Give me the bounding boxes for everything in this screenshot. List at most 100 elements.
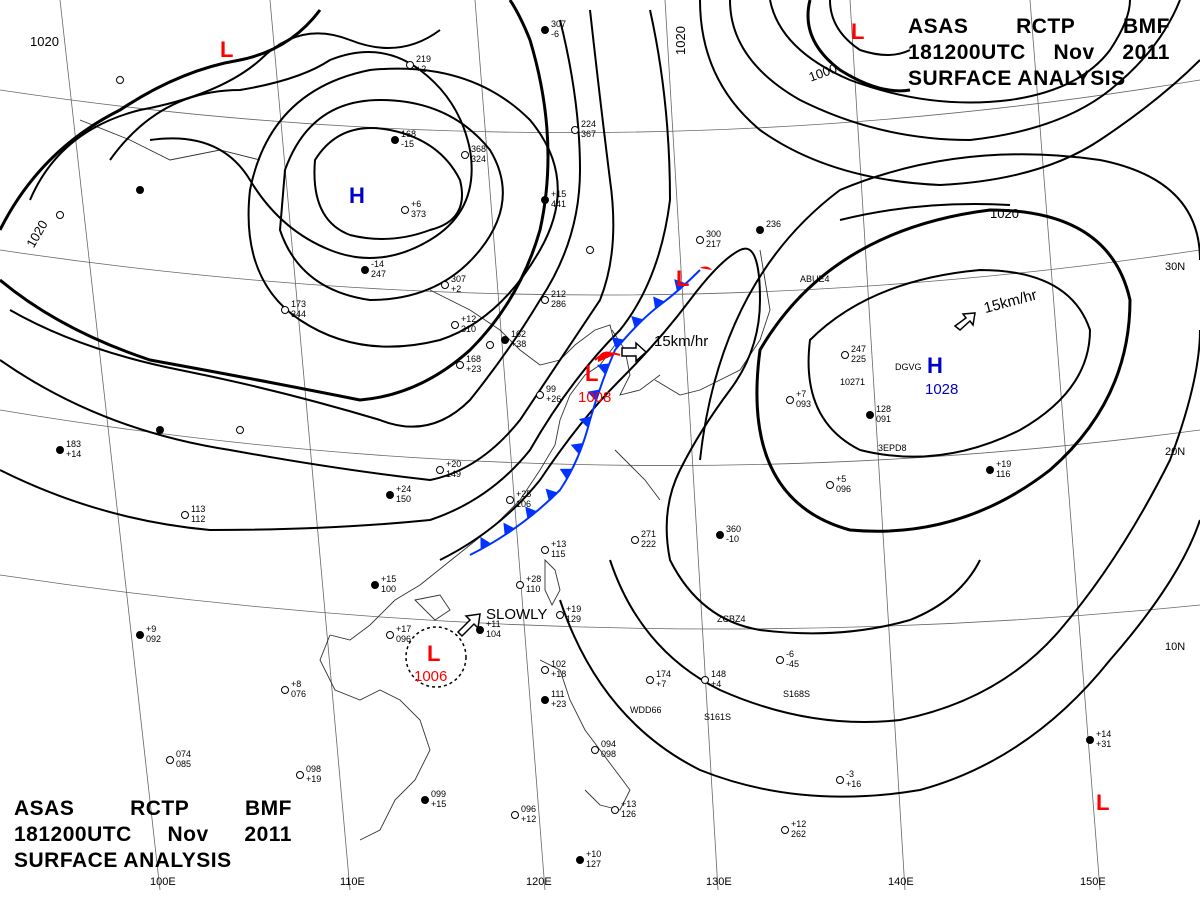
agency-code: BMF [245, 797, 292, 820]
station-value: +23 [466, 364, 481, 374]
cold-front-tooth [570, 443, 584, 455]
station-value: +8 [291, 679, 301, 689]
station-value: +13 [621, 799, 636, 809]
station-code: WDD66 [630, 705, 662, 715]
isobar-west-band-4 [0, 0, 550, 402]
station-value: 098 [601, 749, 616, 759]
longitude-label: 130E [706, 876, 732, 888]
station-value: +19 [996, 459, 1011, 469]
warm-front-bump [597, 351, 614, 362]
station-value: 324 [471, 154, 486, 164]
cold-front-tooth [503, 522, 515, 536]
cold-front-tooth [480, 536, 492, 550]
agency-code: ASAS [908, 15, 969, 38]
header-time-row: 181200UTC Nov 2011 [908, 40, 1170, 66]
station-value: 271 [641, 529, 656, 539]
station-marker [386, 491, 394, 499]
station-value: 360 [726, 524, 741, 534]
isobar-pacific-h-1 [807, 268, 1092, 458]
parallel-20n [0, 409, 1200, 466]
station-value: +17 [396, 624, 411, 634]
station-marker [56, 446, 64, 454]
station-value: -3 [846, 769, 854, 779]
low-pressure-center: L [220, 37, 233, 62]
station-value: 247 [851, 344, 866, 354]
station-marker [776, 656, 784, 664]
station-marker [541, 196, 549, 204]
station-value: 110 [526, 584, 540, 594]
station-value: 099 [431, 789, 446, 799]
isobar-pacific-h-4 [609, 329, 1200, 723]
station-value: 162 [511, 329, 526, 339]
station-value: +12 [521, 814, 536, 824]
station-value: 150 [396, 494, 411, 504]
station-value: 236 [766, 219, 781, 229]
station-marker [541, 296, 549, 304]
cold-front [469, 269, 701, 556]
isobar-front-trough [439, 247, 981, 635]
station-value: +12 [791, 819, 806, 829]
station-marker [556, 611, 564, 619]
isobar-h-center-mid [278, 98, 504, 302]
station-value: +16 [846, 779, 861, 789]
station-value: 367 [581, 129, 596, 139]
station-value: 096 [836, 484, 851, 494]
station-marker [611, 806, 619, 814]
pressure-centers: L L H L 1008 H 1028 L 1006 L L [220, 19, 1109, 815]
station-value: +28 [526, 574, 541, 584]
station-value: +19 [566, 604, 581, 614]
pressure-value: 1028 [925, 381, 958, 398]
longitude-label: 100E [150, 876, 176, 888]
station-value: +5 [836, 474, 846, 484]
station-value: 112 [191, 514, 205, 524]
station-value: 344 [291, 309, 306, 319]
isobar-label: 1020 [673, 26, 688, 55]
warm-front-bump [700, 266, 712, 270]
header-product-row: SURFACE ANALYSIS [908, 66, 1170, 92]
station-value: 074 [176, 749, 191, 759]
station-marker [506, 496, 514, 504]
analysis-month: Nov [167, 823, 209, 846]
pressure-value: 1008 [578, 389, 611, 406]
low-pressure-center: L [427, 641, 440, 666]
station-value: 168 [466, 354, 481, 364]
header-time-row: 181200UTC Nov 2011 [14, 822, 292, 848]
station-marker [986, 466, 994, 474]
parallel-30n [0, 249, 1200, 296]
station-marker [401, 206, 409, 214]
station-value: -14 [371, 259, 384, 269]
meridian-110e [269, 0, 351, 891]
station-marker [756, 226, 764, 234]
station-value: +38 [511, 339, 526, 349]
station-marker [56, 211, 64, 219]
map-header-top: ASAS RCTP BMF 181200UTC Nov 2011 SURFACE… [908, 14, 1170, 92]
longitude-label: 150E [1080, 876, 1106, 888]
station-code: 10271 [840, 377, 865, 387]
cold-front-teeth [480, 279, 686, 550]
station-value: +15 [551, 189, 566, 199]
station-value: 148 [711, 669, 726, 679]
station-marker [456, 361, 464, 369]
pressure-value: 1006 [414, 668, 447, 685]
station-value: 094 [601, 739, 616, 749]
isobar-label: 1020 [990, 206, 1019, 221]
station-value: 310 [461, 324, 476, 334]
station-marker [536, 391, 544, 399]
motion-arrow-icon [621, 341, 648, 363]
station-marker [281, 306, 289, 314]
station-value: 173 [291, 299, 306, 309]
station-marker [296, 771, 304, 779]
station-marker [646, 676, 654, 684]
cold-front-tooth [545, 488, 558, 501]
station-value: 111 [551, 689, 565, 699]
isobar-h-center-inner [313, 127, 463, 240]
station-marker [361, 266, 369, 274]
analysis-month: Nov [1053, 41, 1095, 64]
agency-code: RCTP [1016, 15, 1076, 38]
station-marker [281, 686, 289, 694]
station-value: +20 [446, 459, 461, 469]
station-value: 300 [706, 229, 721, 239]
station-value: 116 [996, 469, 1010, 479]
station-value: 183 [66, 439, 81, 449]
